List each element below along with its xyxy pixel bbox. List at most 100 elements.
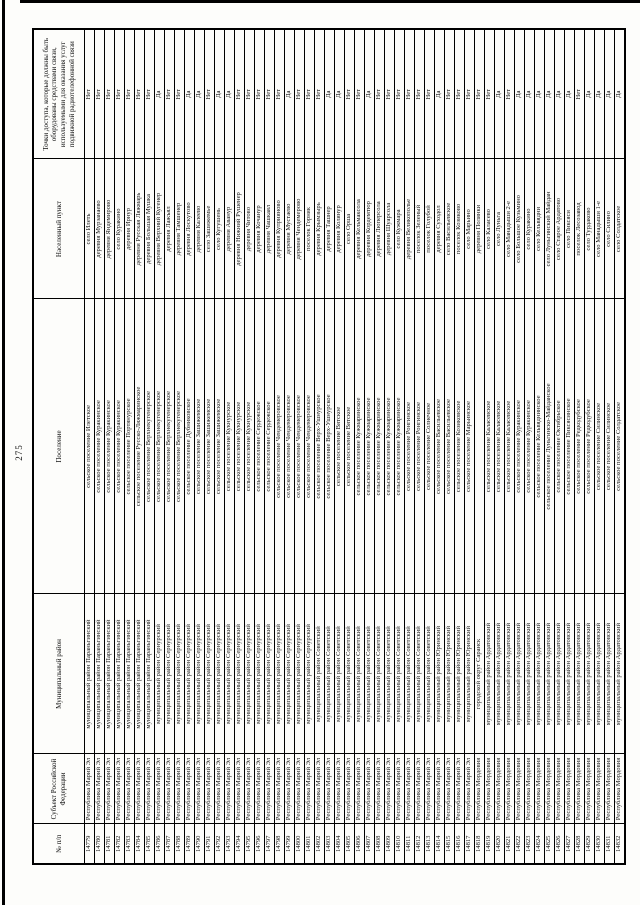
cell-district: муниципальный район Сернурский	[274, 594, 285, 754]
cell-locality: село Силино	[604, 159, 615, 299]
cell-locality: деревня Чендемерово	[294, 159, 305, 299]
cell-district: муниципальный район Сернурский	[254, 594, 265, 754]
cell-district: муниципальный район Сернурский	[294, 594, 305, 754]
cell-num: 14812	[414, 824, 425, 864]
cell-access: Да	[154, 29, 165, 159]
cell-locality: деревня Полянки	[474, 159, 485, 299]
cell-locality: деревня Куприяново	[274, 159, 285, 299]
cell-district: муниципальный район Сернурский	[304, 594, 315, 754]
cell-access: Нет	[504, 29, 515, 159]
table-row: 14794 Республика Марий Эл муниципальный ра…	[234, 29, 245, 864]
cell-num: 14792	[214, 824, 225, 864]
cell-locality: село Луньга	[494, 159, 505, 299]
table-row: 14831 Республика Мордовия муниципальный ра…	[604, 29, 615, 864]
cell-subject: Республика Марий Эл	[334, 754, 345, 824]
cell-subject: Республика Мордовия	[544, 754, 555, 824]
cell-district: муниципальный район Параньгинский	[84, 594, 95, 754]
cell-subject: Республика Марий Эл	[344, 754, 355, 824]
cell-access: Нет	[304, 29, 315, 159]
cell-access: Нет	[474, 29, 485, 159]
cell-locality: деревня Кордемтюр	[364, 159, 375, 299]
cell-settlement: сельское поселение Куракинское	[524, 299, 535, 594]
cell-num: 14821	[504, 824, 515, 864]
cell-access: Да	[534, 29, 545, 159]
cell-subject: Республика Марий Эл	[204, 754, 215, 824]
cell-access: Да	[514, 29, 525, 159]
cell-num: 14784	[134, 824, 145, 864]
table-row: 14793 Республика Марий Эл муниципальный ра…	[224, 29, 235, 864]
cell-subject: Республика Марий Эл	[284, 754, 295, 824]
cell-subject: Республика Марий Эл	[224, 754, 235, 824]
cell-locality: поселок Зеленый	[414, 159, 425, 299]
cell-subject: Республика Мордовия	[514, 754, 525, 824]
cell-num: 14785	[144, 824, 155, 864]
cell-access: Да	[364, 29, 375, 159]
cell-settlement: сельское поселение Верхнекугенерское	[144, 299, 155, 594]
cell-subject: Республика Марий Эл	[214, 754, 225, 824]
cell-num: 14820	[494, 824, 505, 864]
cell-num: 14803	[324, 824, 335, 864]
cell-district: муниципальный район Параньгинский	[94, 594, 105, 754]
cell-district: муниципальный район Параньгинский	[134, 594, 145, 754]
cell-settlement: сельское поселение Васильевское	[444, 299, 455, 594]
cell-access: Да	[224, 29, 235, 159]
cell-settlement: сельское поселение Верх-Ушнурское	[314, 299, 325, 594]
cell-settlement: сельское поселение Солдатское	[614, 299, 625, 594]
cell-district: городской округ Саранск	[474, 594, 485, 754]
cell-district: муниципальный район Советский	[384, 594, 395, 754]
cell-settlement: сельское поселение Марьинское	[464, 299, 475, 594]
cell-access: Да	[614, 29, 625, 159]
cell-subject: Республика Мордовия	[604, 754, 615, 824]
cell-locality: село Манадыши 2-е	[504, 159, 515, 299]
cell-settlement: сельское поселение Кужмаринское	[374, 299, 385, 594]
cell-access: Нет	[144, 29, 155, 159]
table-row: 14799 Республика Марий Эл муниципальный ра…	[284, 29, 295, 864]
cell-subject: Республика Марий Эл	[174, 754, 185, 824]
cell-locality: деревня Кельмаксола	[354, 159, 365, 299]
cell-locality: село Кужмара	[394, 159, 405, 299]
cell-settlement: сельское поселение Куракинское	[104, 299, 115, 594]
cell-settlement: сельское поселение Кукнурское	[224, 299, 235, 594]
cell-access: Нет	[404, 29, 415, 159]
cell-access: Да	[494, 29, 505, 159]
cell-district: муниципальный район Советский	[334, 594, 345, 754]
col-header-settlement: Поселение	[33, 299, 85, 594]
cell-access: Да	[434, 29, 445, 159]
cell-settlement: сельское поселение Октябрьское	[554, 299, 565, 594]
cell-settlement: сельское поселение Каласевское	[504, 299, 515, 594]
col-header-subject: Субъект Российской Федерации	[33, 754, 85, 824]
cell-settlement: сельское поселение Кельвяднинское	[534, 299, 545, 594]
cell-subject: Республика Марий Эл	[84, 754, 95, 824]
cell-num: 14802	[314, 824, 325, 864]
cell-num: 14789	[184, 824, 195, 864]
cell-num: 14826	[554, 824, 565, 864]
table-row: 14805 Республика Марий Эл муниципальный ра…	[344, 29, 355, 864]
table-row: 14811 Республика Марий Эл муниципальный ра…	[404, 29, 415, 864]
cell-locality: село Большое Кузьмино	[514, 159, 525, 299]
cell-settlement: сельское поселение Кужмаринское	[384, 299, 395, 594]
cell-access: Да	[284, 29, 295, 159]
table-body: 14779 Республика Марий Эл муниципальный ра…	[84, 29, 625, 864]
table-row: 14779 Республика Марий Эл муниципальный ра…	[84, 29, 95, 864]
cell-subject: Республика Марий Эл	[354, 754, 365, 824]
cell-num: 14825	[544, 824, 555, 864]
cell-district: муниципальный район Ардатовский	[484, 594, 495, 754]
cell-num: 14819	[484, 824, 495, 864]
cell-num: 14788	[174, 824, 185, 864]
cell-subject: Республика Марий Эл	[314, 754, 325, 824]
cell-subject: Республика Марий Эл	[244, 754, 255, 824]
cell-subject: Республика Марий Эл	[464, 754, 475, 824]
cell-locality: деревня Нижний Рушенер	[234, 159, 245, 299]
cell-district: муниципальный район Параньгинский	[144, 594, 155, 754]
cell-locality: село Васильевское	[444, 159, 455, 299]
cell-settlement: сельское поселение Кукнурское	[234, 299, 245, 594]
cell-locality: село Луньгинский Майдан	[544, 159, 555, 299]
cell-locality: деревня Люперсола	[374, 159, 385, 299]
cell-access: Нет	[204, 29, 215, 159]
table-row: 14806 Республика Марий Эл муниципальный ра…	[354, 29, 365, 864]
table-row: 14800 Республика Марий Эл муниципальный ра…	[294, 29, 305, 864]
cell-access: Нет	[574, 29, 585, 159]
cell-num: 14832	[614, 824, 625, 864]
cell-locality: село Старое Ардатово	[554, 159, 565, 299]
cell-settlement: сельское поселение Редкодубское	[574, 299, 585, 594]
